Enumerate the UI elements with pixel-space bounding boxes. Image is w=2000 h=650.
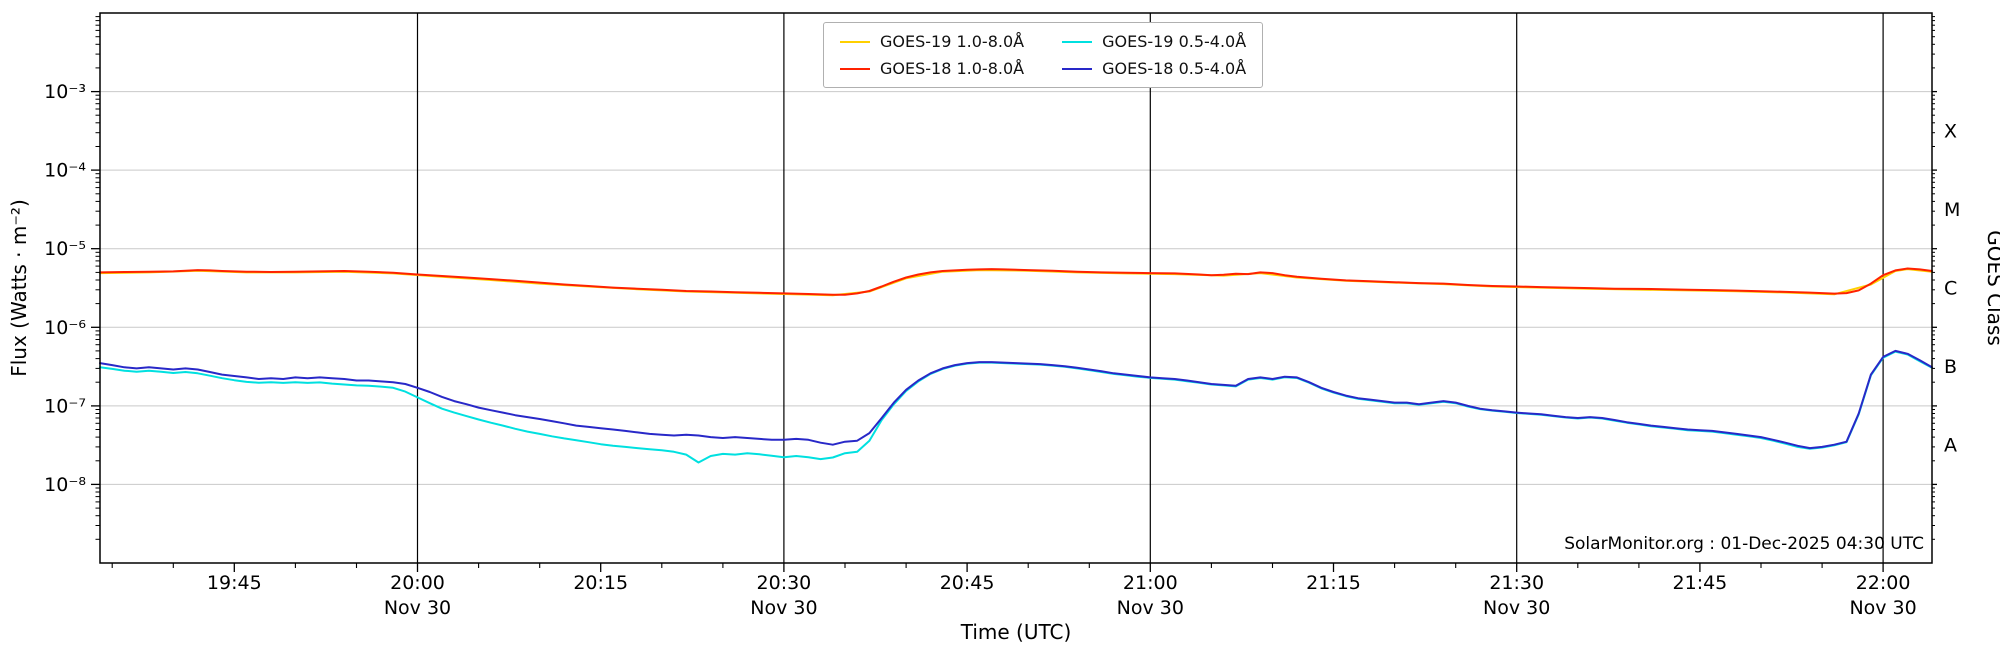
x-axis-label: Time (UTC) xyxy=(960,620,1072,644)
x-tick-sublabel: Nov 30 xyxy=(1483,597,1550,619)
legend-label: GOES-18 1.0-8.0Å xyxy=(880,59,1025,78)
y-tick-label: 10⁻⁵ xyxy=(44,238,86,260)
goes-class-letter: X xyxy=(1944,120,1957,142)
legend-line-icon xyxy=(1062,40,1093,43)
x-tick-label: 21:45 xyxy=(1673,572,1728,594)
x-tick-sublabel: Nov 30 xyxy=(1117,597,1184,619)
legend: GOES-19 1.0-8.0Å GOES-18 1.0-8.0Å GOES-19 … xyxy=(823,22,1264,88)
watermark: SolarMonitor.org : 01-Dec-2025 04:30 UTC xyxy=(1564,534,1924,554)
y-tick-label: 10⁻⁸ xyxy=(44,474,86,496)
x-gridlines xyxy=(416,13,1884,563)
x-tick-label: 21:30 xyxy=(1489,572,1544,594)
goes-class-letter: C xyxy=(1944,278,1957,300)
x-tick-sublabel: Nov 30 xyxy=(750,597,817,619)
y-tick-label: 10⁻⁶ xyxy=(44,317,86,339)
legend-label: GOES-19 0.5-4.0Å xyxy=(1102,32,1247,51)
x-tick-sublabel: Nov 30 xyxy=(384,597,451,619)
y-tick-label: 10⁻⁷ xyxy=(44,395,86,417)
goes-class-letter: B xyxy=(1944,356,1957,378)
y-tick-label: 10⁻³ xyxy=(44,81,86,103)
x-tick-label: 22:00 xyxy=(1856,572,1911,594)
x-tick-label: 20:45 xyxy=(940,572,995,594)
plot-area: 19:45 20:00 Nov 30 20:15 20:30 Nov 30 20:45 21:… xyxy=(44,12,1960,619)
plot-border xyxy=(99,12,1933,564)
y-axis-ticks: 10⁻³ 10⁻⁴ 10⁻⁵ 10⁻⁶ 10⁻⁷ 10⁻⁸ xyxy=(44,16,1937,540)
series-line-2 xyxy=(99,350,1933,464)
legend-line-icon xyxy=(840,67,870,70)
series-line-0 xyxy=(99,268,1933,297)
goes-class-letter: M xyxy=(1944,199,1960,221)
x-tick-sublabel: Nov 30 xyxy=(1849,597,1916,619)
series-line-1 xyxy=(99,267,1933,296)
goes-class-letter: A xyxy=(1944,435,1957,457)
legend-item: GOES-19 1.0-8.0Å xyxy=(840,32,1024,51)
x-tick-label: 20:00 xyxy=(390,572,445,594)
goes-class-labels: X M C B A xyxy=(1944,120,1960,456)
legend-item: GOES-18 1.0-8.0Å xyxy=(840,59,1024,78)
legend-label: GOES-18 0.5-4.0Å xyxy=(1102,59,1247,78)
series-line-3 xyxy=(99,349,1933,450)
right-axis-label: GOES Class xyxy=(1983,230,2000,346)
x-tick-label: 21:15 xyxy=(1306,572,1361,594)
legend-item: GOES-18 0.5-4.0Å xyxy=(1062,59,1246,78)
legend-line-icon xyxy=(840,40,870,43)
x-axis-ticks: 19:45 20:00 Nov 30 20:15 20:30 Nov 30 20:45 21:… xyxy=(111,563,1917,619)
x-tick-label: 21:00 xyxy=(1123,572,1178,594)
legend-label: GOES-19 1.0-8.0Å xyxy=(880,32,1025,51)
legend-item: GOES-19 0.5-4.0Å xyxy=(1062,32,1246,51)
y-axis-label: Flux (Watts · m⁻²) xyxy=(7,199,31,377)
y-gridlines xyxy=(100,91,1932,485)
legend-line-icon xyxy=(1062,67,1093,70)
x-tick-label: 20:15 xyxy=(573,572,628,594)
x-tick-label: 19:45 xyxy=(207,572,262,594)
x-tick-label: 20:30 xyxy=(757,572,812,594)
y-tick-label: 10⁻⁴ xyxy=(44,160,86,182)
